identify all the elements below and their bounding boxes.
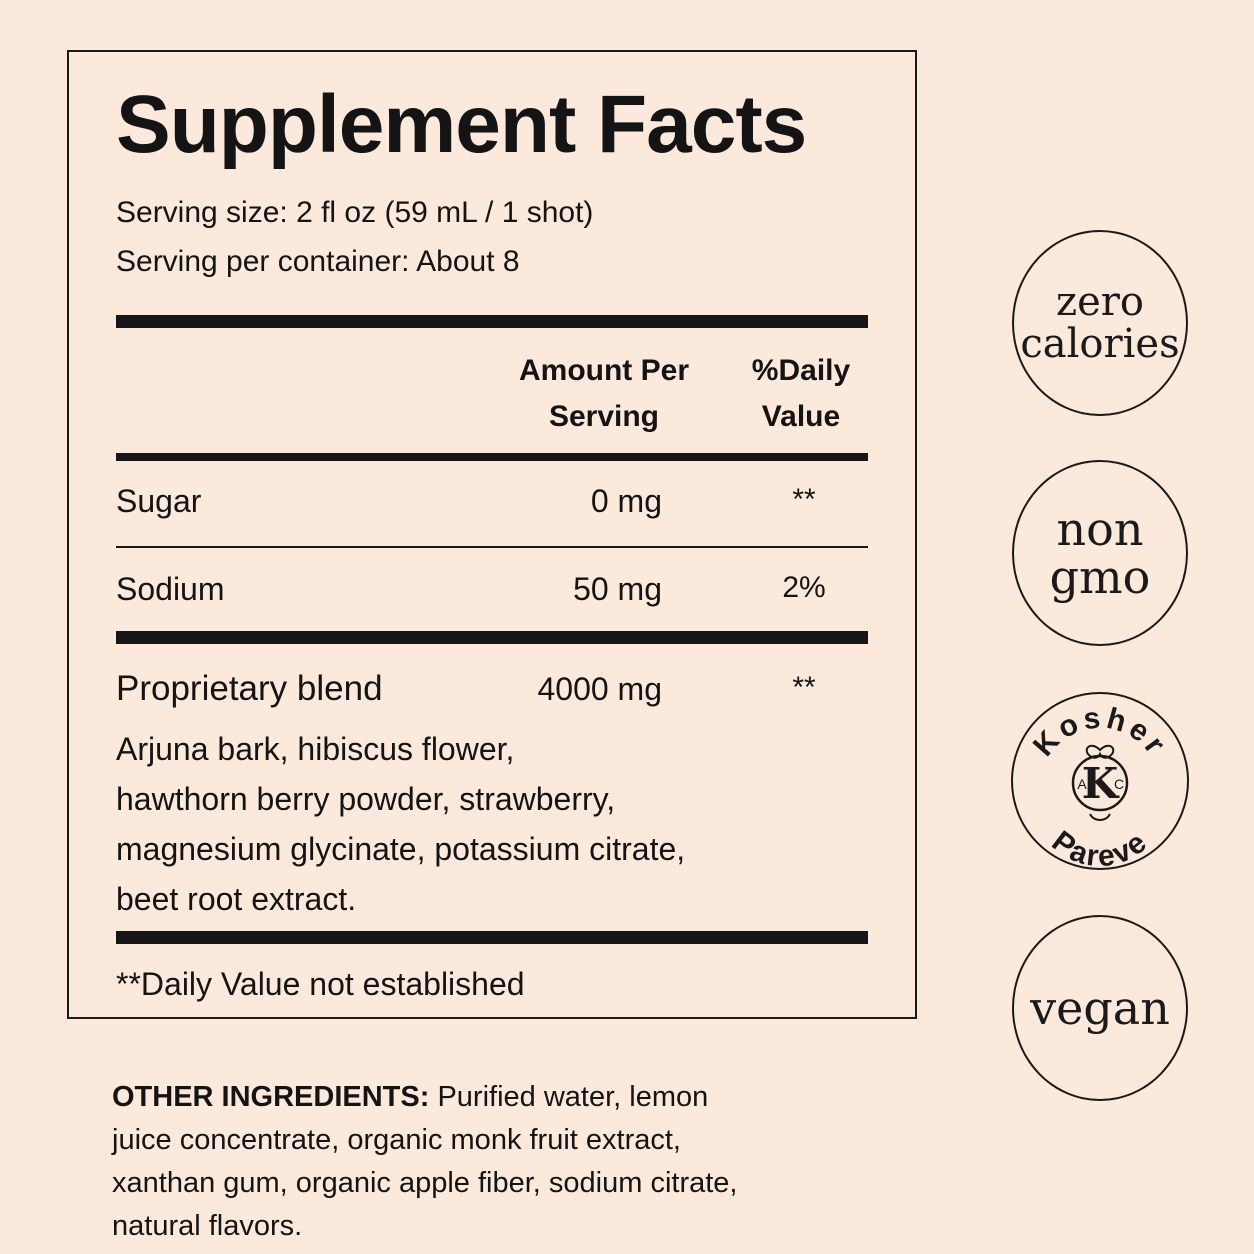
nutrient-name-sugar: Sugar [116,483,202,519]
zero-calories-badge: zero calories [1012,230,1188,416]
nutrient-amount-sugar: 0 mg [590,483,662,519]
row-divider [116,546,868,548]
supplement-facts-panel: Supplement Facts Serving size: 2 fl oz (… [67,50,917,1019]
non-gmo-badge: non gmo [1012,460,1188,646]
other-ingredients: OTHER INGREDIENTS: Purified water, lemon… [112,1076,752,1248]
amount-per-serving-header: Amount Per Serving [499,348,709,440]
vegan-badge: vegan [1012,915,1188,1101]
serving-size: Serving size: 2 fl oz (59 mL / 1 shot) [116,196,594,229]
dv-header-line2: Value [761,400,841,433]
kosher-left-letter: A [1077,776,1087,792]
zero-calories-line2: calories [1020,321,1180,367]
facts-title: Supplement Facts [116,79,807,170]
nutrient-name-sodium: Sodium [116,571,225,607]
kosher-seal-icon: Kosher K A C Pareve [1011,692,1189,874]
thick-divider [116,315,868,328]
nutrient-amount-sodium: 50 mg [573,571,662,607]
amount-header-line2: Serving [548,400,660,433]
blend-dv: ** [792,671,816,704]
non-gmo-line2: gmo [1049,550,1151,604]
leaf-icon [1085,744,1115,759]
other-ingredients-label: OTHER INGREDIENTS: [112,1081,430,1113]
non-gmo-line1: non [1056,501,1144,556]
dv-header-line1: %Daily [751,354,851,387]
thick-divider [116,631,868,644]
servings-per-container: Serving per container: About 8 [116,245,520,278]
nutrient-dv-sugar: ** [792,483,816,516]
amount-header-line1: Amount Per [518,354,689,387]
header-divider [116,453,868,461]
kosher-center-letter: K [1082,759,1120,808]
svg-text:Pareve: Pareve [1046,825,1154,874]
daily-value-header: %Daily Value [731,348,871,440]
blend-amount: 4000 mg [537,671,662,707]
thick-divider [116,931,868,944]
other-ingredients-text: Purified water, lemon juice concentrate,… [112,1081,738,1242]
blend-ingredients: Arjuna bark, hibiscus flower, hawthorn b… [116,731,686,917]
daily-value-footnote: **Daily Value not established [116,966,525,1002]
nutrient-dv-sodium: 2% [782,571,826,604]
zero-calories-line1: zero [1056,279,1144,325]
kosher-pareve-badge: Kosher K A C Pareve [1011,688,1189,874]
kosher-right-letter: C [1114,776,1124,792]
vegan-line1: vegan [1030,980,1170,1035]
pareve-text: Pareve [1046,825,1152,874]
blend-name: Proprietary blend [116,669,383,708]
